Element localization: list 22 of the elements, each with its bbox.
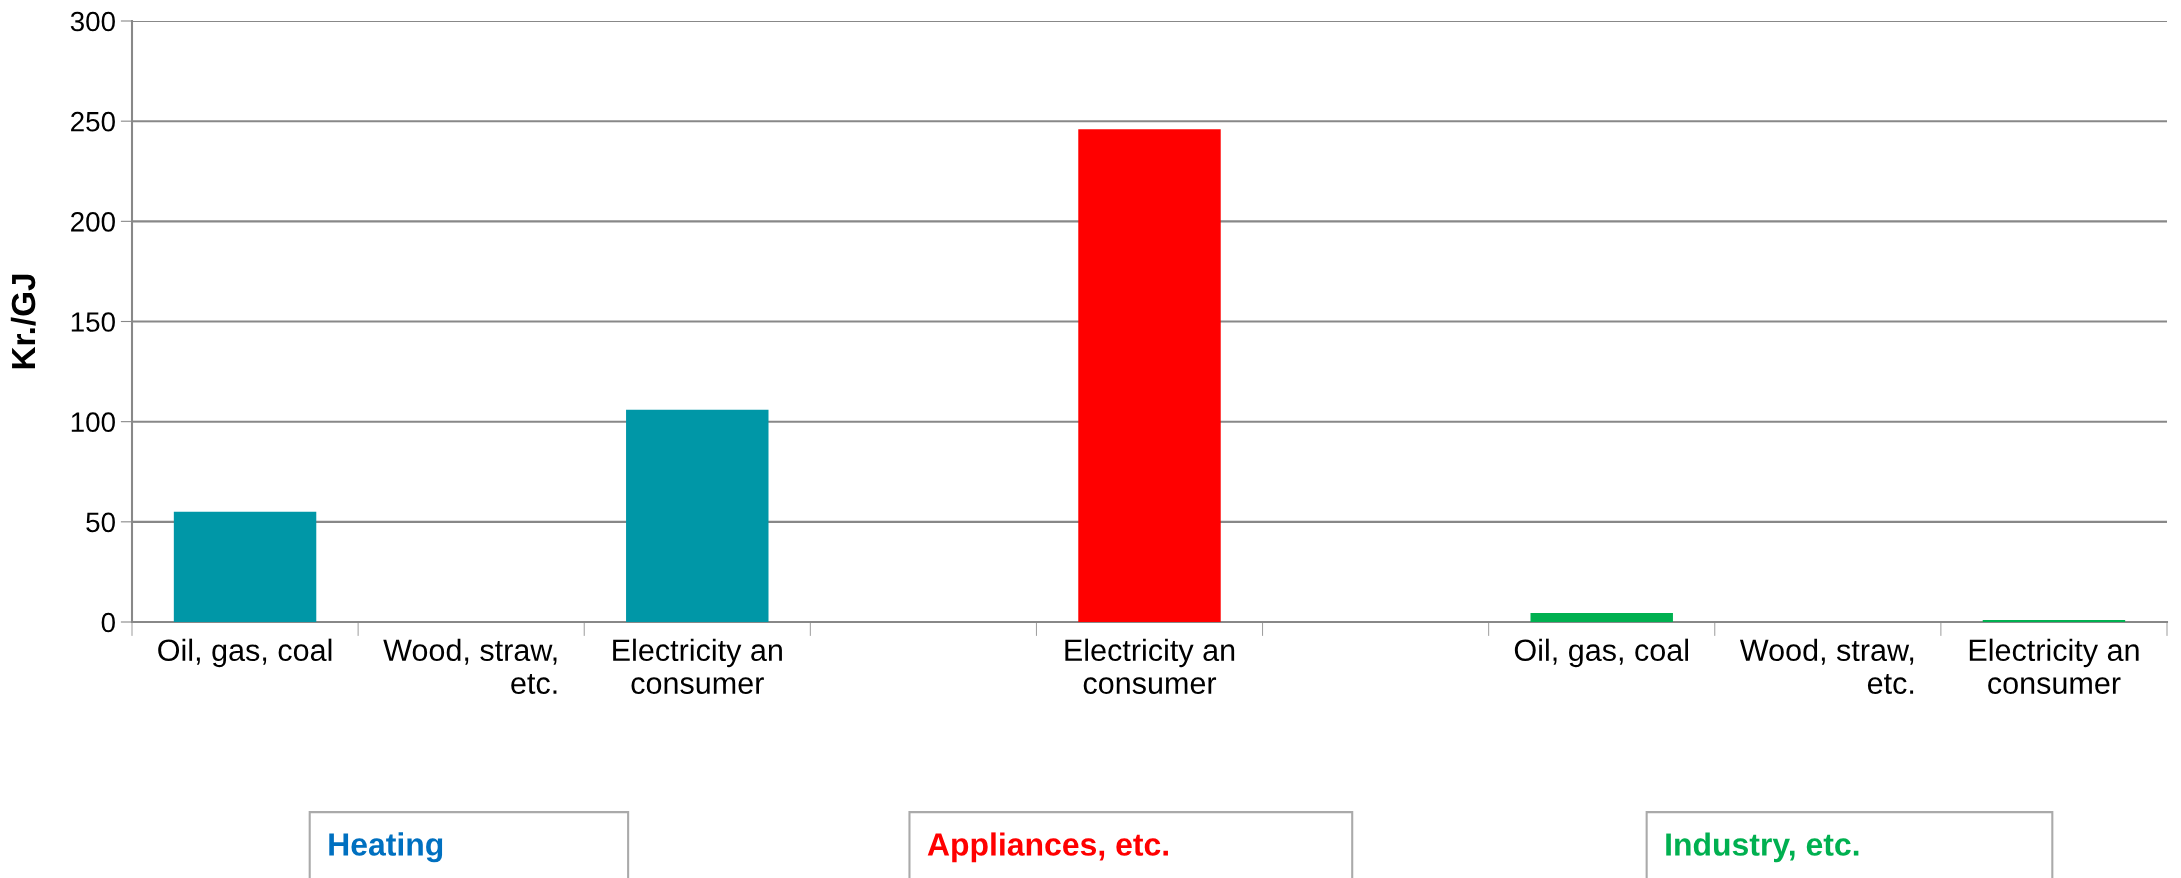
y-tick-label: 100 <box>71 412 115 433</box>
text: Industry, etc. <box>1666 832 1859 863</box>
x-tick-label: Electricity an consumer <box>613 638 782 695</box>
y-tick-label: 50 <box>86 512 115 533</box>
x-tick-label: Wood, straw, etc. <box>383 638 557 695</box>
bar <box>173 511 317 622</box>
x-tick-label: Oil, gas, coal <box>1514 638 1688 668</box>
text: Appliances, etc. <box>927 832 1168 863</box>
x-tick-label: Wood, straw, etc. <box>1739 638 1914 695</box>
x-tick-label: Oil, gas, coal <box>158 638 332 668</box>
text: Heating <box>329 832 443 863</box>
bar <box>626 409 769 622</box>
y-tick-label: 300 <box>70 11 115 32</box>
x-tick-label: Electricity an consumer <box>1969 638 2139 695</box>
bar <box>1078 129 1221 622</box>
bar <box>1530 612 1673 622</box>
y-tick-label: 0 <box>101 612 115 633</box>
y-tick-label: 200 <box>71 212 115 232</box>
y-tick-label: 150 <box>71 312 115 332</box>
y-axis-title: Kr./GJ <box>10 274 36 369</box>
y-tick-label: 250 <box>71 111 115 132</box>
x-tick-label: Electricity an consumer <box>1065 638 1235 695</box>
